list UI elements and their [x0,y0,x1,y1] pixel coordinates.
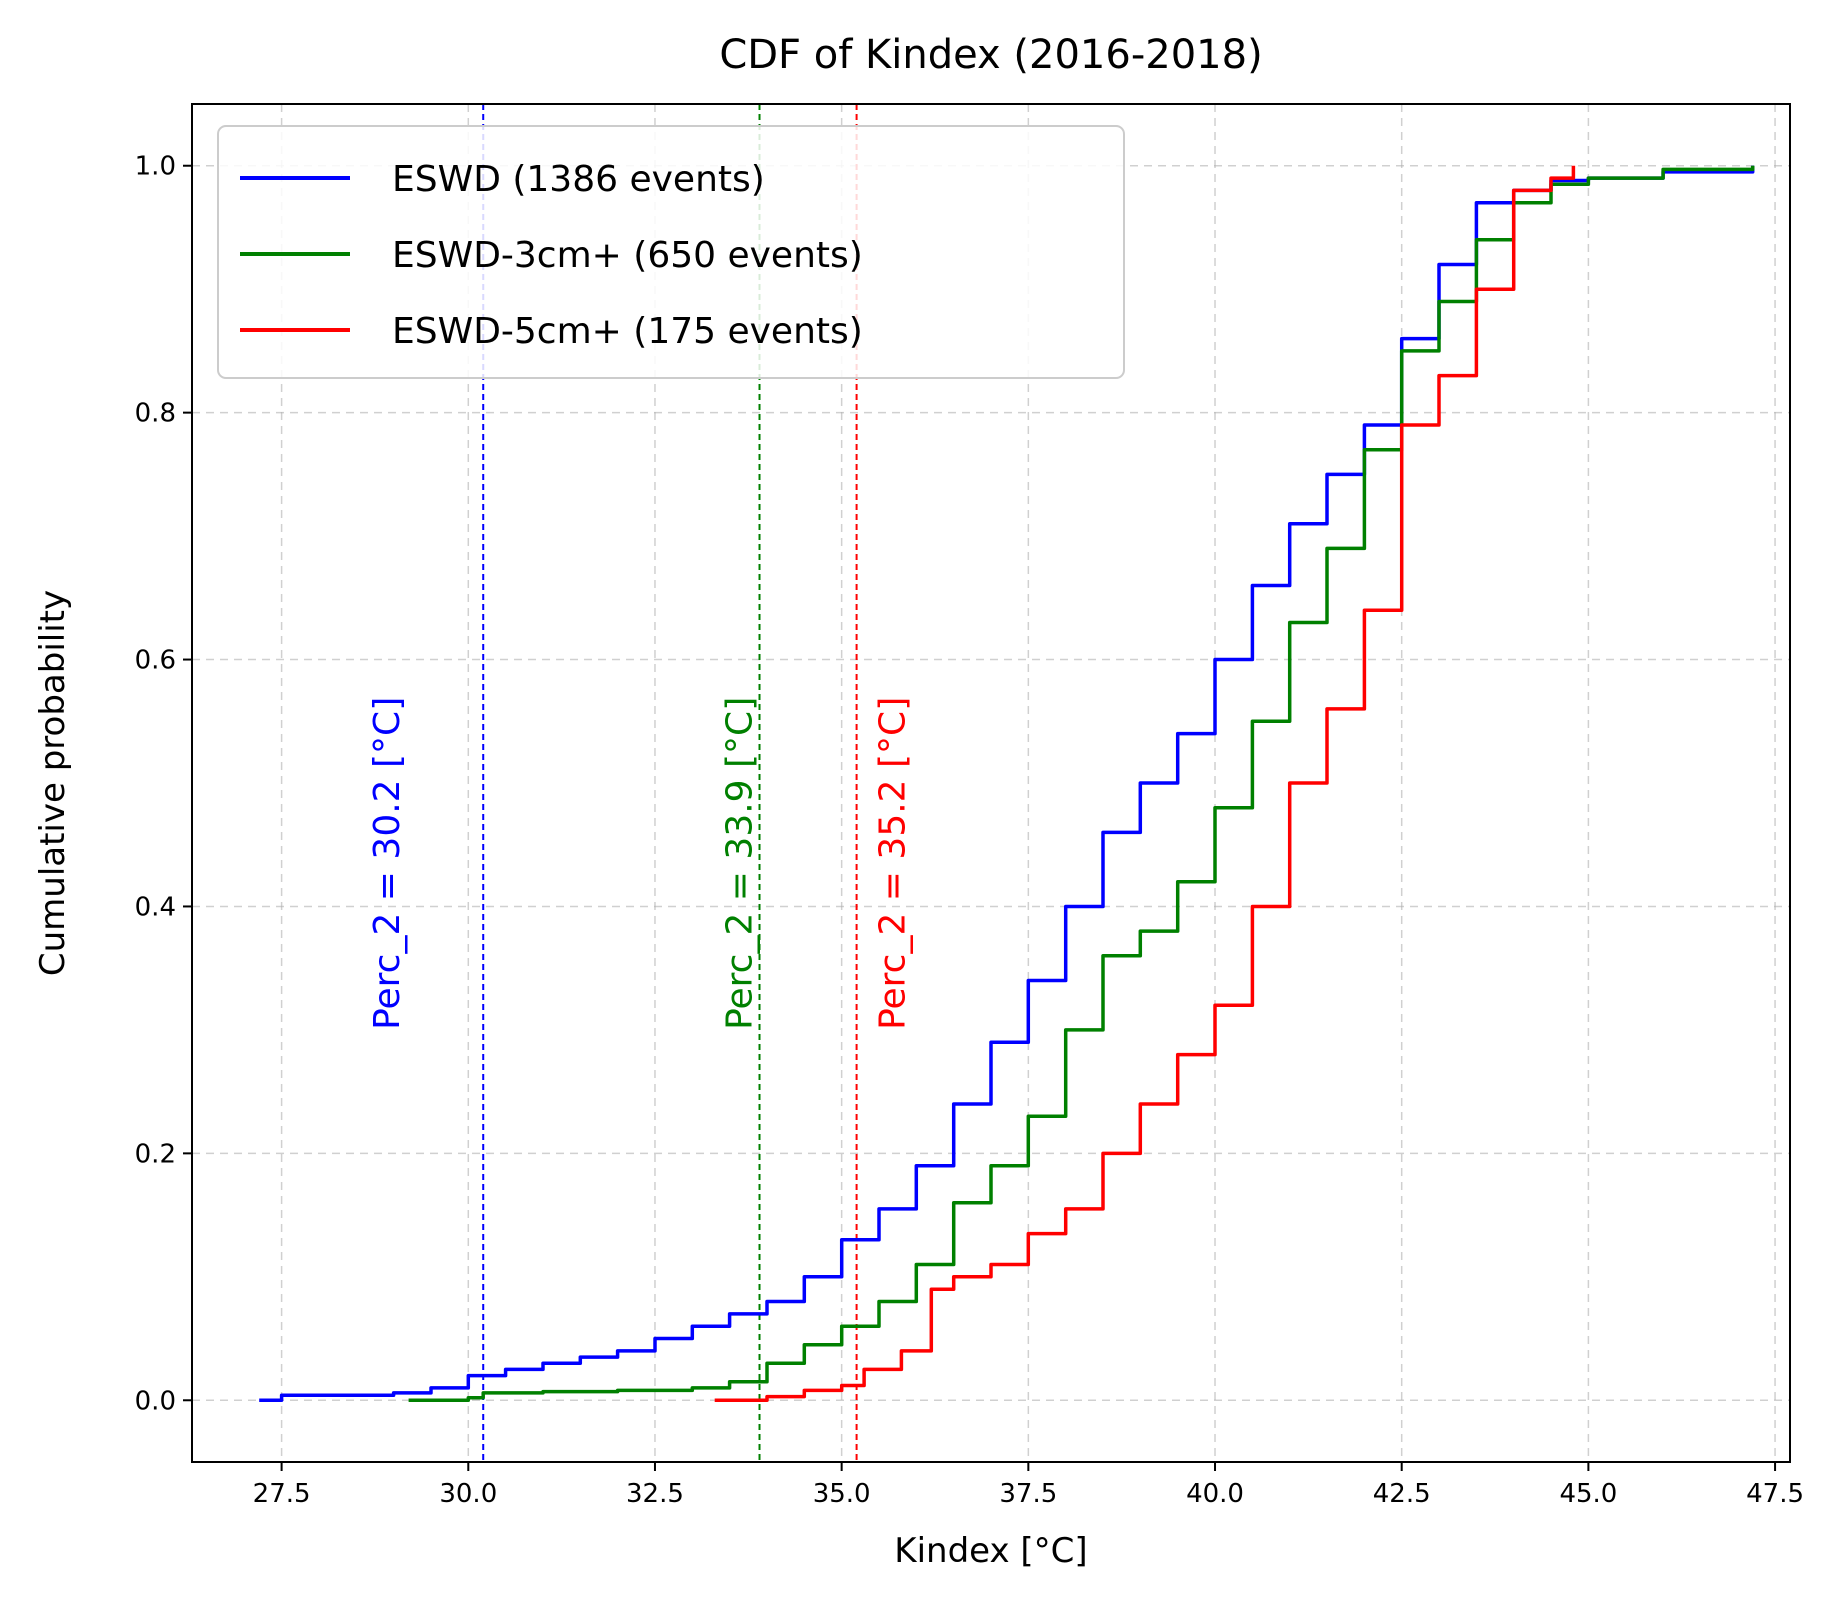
x-tick-label: 37.5 [999,1479,1057,1509]
legend-box [217,125,1125,379]
y-tick-label: 0.8 [135,399,176,429]
x-axis-label: Kindex [°C] [894,1531,1087,1571]
chart-title: CDF of Kindex (2016-2018) [719,32,1262,78]
x-tick-label: 40.0 [1186,1479,1244,1509]
x-axis-ticks: 27.5 30.0 32.5 35.0 37.5 40.0 42.5 45.0 47.5 [253,1462,1804,1509]
series-line [714,165,1576,1403]
percentile-annotation: Perc_2 = 33.9 [°C] [720,697,761,1030]
series-line [408,165,1755,1403]
x-tick-label: 30.0 [439,1479,497,1509]
percentile-lines [482,104,858,1462]
x-tick-label: 32.5 [626,1479,684,1509]
y-tick-label: 0.4 [135,892,176,922]
y-tick-label: 0.0 [135,1386,176,1416]
legend-entry: ESWD (1386 events) [392,159,765,200]
percentile-annotations: Perc_2 = 30.2 [°C] Perc_2 = 33.9 [°C] Perc… [367,697,913,1030]
x-tick-label: 47.5 [1746,1479,1804,1509]
percentile-annotation: Perc_2 = 30.2 [°C] [367,697,408,1030]
legend-entry: ESWD-3cm+ (650 events) [392,235,863,276]
legend: ESWD (1386 events) ESWD-3cm+ (650 events)… [217,125,1125,379]
y-axis-label: Cumulative probability [33,590,73,976]
x-tick-label: 35.0 [813,1479,871,1509]
y-tick-label: 0.2 [135,1139,176,1169]
plot-frame [191,103,1791,1463]
series-lines [259,165,1755,1403]
y-tick-label: 1.0 [135,152,176,182]
y-axis-ticks: 0.0 0.2 0.4 0.6 0.8 1.0 [135,152,192,1416]
series-line [259,165,1755,1403]
x-tick-label: 42.5 [1373,1479,1431,1509]
x-tick-label: 27.5 [253,1479,311,1509]
legend-entry: ESWD-5cm+ (175 events) [392,311,863,352]
y-tick-label: 0.6 [135,646,176,676]
x-tick-label: 45.0 [1559,1479,1617,1509]
percentile-annotation: Perc_2 = 35.2 [°C] [873,697,914,1030]
